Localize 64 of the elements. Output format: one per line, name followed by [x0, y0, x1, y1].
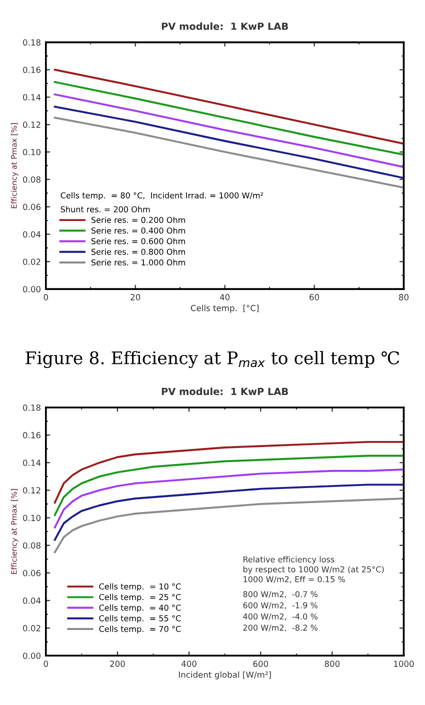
- legend-label: Serie res. = 1.000 Ohm: [91, 259, 185, 266]
- y-tick-label: 0.04: [23, 231, 41, 238]
- line-series: [54, 116, 404, 189]
- y-tick-label: 0.18: [23, 404, 40, 411]
- annotation: 200 W/m2, -8.2 %: [243, 624, 318, 632]
- x-tick-label: 0: [44, 660, 48, 667]
- legend-title: Cells temp. = 80 °C, Incident Irrad. = 1000 W/m² Shunt res. = 200 Ohm: [60, 192, 264, 212]
- legend-label: Serie res. = 0.600 Ohm: [91, 238, 185, 244]
- annotation: 600 W/m2, -1.9 %: [243, 602, 318, 610]
- x-tick-label: 40: [220, 294, 230, 300]
- line-series: [54, 68, 404, 145]
- line-series: [54, 468, 404, 528]
- y-tick-label: 0.04: [23, 597, 41, 604]
- x-tick-label: 80: [399, 294, 408, 300]
- x-tick-label: 200: [110, 660, 125, 667]
- y-tick-label: 0.00: [23, 652, 40, 659]
- y-tick-label: 0.08: [23, 176, 40, 183]
- y-tick-label: 0.12: [23, 122, 40, 128]
- y-tick-label: 0.14: [23, 460, 41, 466]
- y-tick-label: 0.06: [23, 570, 41, 576]
- annotation: 800 W/m2, -0.7 %: [243, 591, 318, 598]
- annotation: 400 W/m2, -4.0 %: [243, 613, 318, 620]
- annotation: Relative efficiency loss: [244, 556, 334, 564]
- y-tick-label: 0.10: [23, 514, 40, 522]
- legend-label: Cells temp. = 70 °C: [99, 626, 181, 634]
- legend-label: Serie res. = 0.200 Ohm: [91, 216, 185, 223]
- line-series: [54, 454, 404, 516]
- y-tick-label: 0.08: [23, 542, 40, 549]
- x-axis-title: Cells temp. [°C]: [190, 304, 259, 313]
- y-tick-label: 0.00: [23, 286, 40, 292]
- line-series: [54, 484, 404, 541]
- y-tick-label: 0.16: [23, 66, 41, 73]
- caption: Figure 8. Efficiency at P$_{max}$ to cell temp ℃: [26, 350, 400, 368]
- y-tick-label: 0.10: [23, 148, 40, 156]
- x-tick-label: 400: [181, 660, 196, 667]
- line-series: [54, 498, 404, 554]
- annotation: by respect to 1000 W/m2 (at 25°C): [243, 566, 384, 574]
- chart-title: PV module: 1 KwP LAB: [162, 388, 288, 396]
- y-tick-label: 0.12: [23, 487, 40, 494]
- line-series: [54, 93, 404, 168]
- chart-title: PV module: 1 KwP LAB: [162, 22, 288, 30]
- legend-label: Cells temp. = 25 °C: [99, 594, 181, 602]
- y-tick-label: 0.02: [23, 625, 40, 632]
- x-axis-title: Incident global [W/m²]: [178, 671, 271, 680]
- line-series: [54, 106, 404, 179]
- legend-label: Cells temp. = 55 °C: [99, 615, 181, 623]
- x-tick-label: 600: [253, 660, 268, 667]
- legend-label: Cells temp. = 10 °C: [99, 583, 181, 592]
- line-series: [54, 81, 404, 156]
- x-tick-label: 20: [130, 294, 140, 300]
- line-series: [54, 440, 404, 504]
- y-tick-label: 0.18: [23, 39, 40, 46]
- y-tick-label: 0.16: [23, 432, 41, 438]
- x-tick-label: 60: [310, 294, 320, 300]
- x-tick-label: 800: [324, 660, 340, 667]
- legend-label: Serie res. = 0.400 Ohm: [91, 227, 185, 234]
- y-tick-label: 0.06: [23, 204, 41, 210]
- x-tick-label: 0: [44, 294, 48, 300]
- y-tick-label: 0.14: [23, 94, 41, 100]
- legend-label: Cells temp. = 40 °C: [99, 604, 181, 612]
- x-tick-label: 1000: [394, 660, 414, 667]
- y-tick-label: 0.02: [23, 258, 40, 265]
- annotation: 1000 W/m2, Eff = 0.15 %: [244, 576, 345, 584]
- legend-label: Serie res. = 0.800 Ohm: [91, 248, 185, 255]
